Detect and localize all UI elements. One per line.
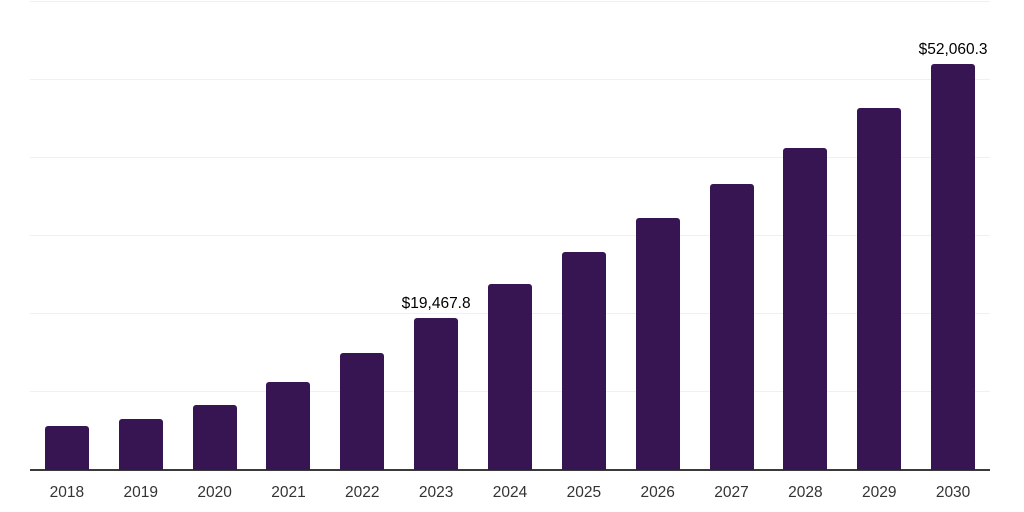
plot-area: $19,467.8 $52,060.3 xyxy=(30,1,990,471)
x-axis-labels: 2018 2019 2020 2021 2022 2023 2024 2025 2026 2027… xyxy=(30,484,990,504)
x-tick-2030: 2030 xyxy=(935,484,971,501)
x-tick-2018: 2018 xyxy=(49,484,85,501)
gridline-30000 xyxy=(30,235,990,236)
bar-2030 xyxy=(931,63,976,470)
x-tick-2022: 2022 xyxy=(345,484,380,501)
bar-2023 xyxy=(414,318,459,470)
x-tick-2029: 2029 xyxy=(861,484,897,501)
gridline-40000 xyxy=(30,157,990,158)
x-tick-2024: 2024 xyxy=(492,484,528,501)
x-tick-2023: 2023 xyxy=(418,484,454,501)
bar-2029 xyxy=(857,107,902,470)
bar-2019 xyxy=(118,419,163,470)
x-tick-2020: 2020 xyxy=(197,484,232,501)
bar-2020 xyxy=(192,405,237,470)
value-label-2023: $19,467.8 xyxy=(401,295,471,313)
value-label-2030: $52,060.3 xyxy=(918,40,988,58)
bar-2025 xyxy=(561,252,606,470)
x-tick-2028: 2028 xyxy=(788,484,823,501)
gridline-60000 xyxy=(30,1,990,2)
bar-2024 xyxy=(488,284,532,470)
x-tick-2019: 2019 xyxy=(123,484,159,501)
bar-2021 xyxy=(266,382,311,470)
x-tick-2026: 2026 xyxy=(640,484,675,501)
bar-2022 xyxy=(340,353,385,470)
bar-2027 xyxy=(709,184,754,470)
x-tick-2027: 2027 xyxy=(714,484,749,501)
bar-2028 xyxy=(783,147,828,470)
x-tick-2025: 2025 xyxy=(566,484,602,501)
bar-2018 xyxy=(44,426,89,470)
x-axis-line xyxy=(30,469,990,471)
gridline-50000 xyxy=(30,79,990,80)
bar-2026 xyxy=(635,218,680,470)
x-tick-2021: 2021 xyxy=(271,484,306,501)
